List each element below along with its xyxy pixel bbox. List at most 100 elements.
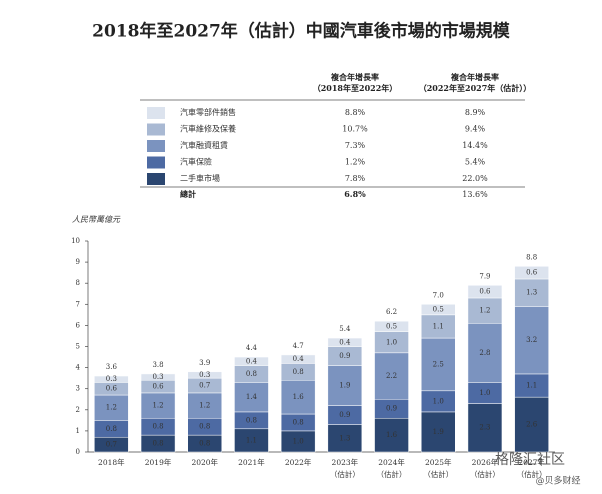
bar-segment xyxy=(94,375,129,383)
value-label: 0.8 xyxy=(152,423,163,431)
value-label: 1.0 xyxy=(386,338,397,346)
cagr-value: 8.8% xyxy=(345,108,366,117)
value-label: 1.3 xyxy=(526,289,537,297)
y-tick-label: 9 xyxy=(76,258,80,266)
x-tick-label: 2025年（估計） xyxy=(423,457,453,479)
bar-segment xyxy=(374,320,409,332)
legend-swatch xyxy=(147,156,165,169)
value-label: 0.6 xyxy=(526,269,538,277)
value-label: 1.6 xyxy=(386,431,398,439)
cagr-value: 22.0% xyxy=(462,174,488,183)
table-header: （2022年至2027年（估計）） xyxy=(419,83,532,93)
x-tick-label: 2024年（估計） xyxy=(377,457,407,479)
legend-label: 汽車保險 xyxy=(180,157,212,167)
cagr-value: 14.4% xyxy=(462,141,488,150)
x-tick-label: 2026年（估計） xyxy=(470,457,500,479)
cagr-value: 9.4% xyxy=(465,125,486,134)
value-label: 0.6 xyxy=(479,288,491,296)
total-label: 4.7 xyxy=(293,342,304,350)
cagr-value: 5.4% xyxy=(465,158,486,167)
value-label: 1.1 xyxy=(433,322,444,330)
value-label: 0.9 xyxy=(339,411,350,419)
bar-segment xyxy=(327,365,363,406)
x-tick-label: 2021年 xyxy=(238,457,265,467)
value-label: 1.4 xyxy=(246,393,258,401)
bar-segment xyxy=(327,424,363,453)
bar-segment xyxy=(234,356,269,366)
bar-segment xyxy=(140,373,176,381)
value-label: 2.8 xyxy=(479,349,490,357)
bar-segment xyxy=(514,266,549,280)
value-label: 0.7 xyxy=(199,382,210,390)
bar-segment xyxy=(467,297,503,324)
cagr-value: 7.3% xyxy=(345,141,366,150)
total-label: 7.0 xyxy=(433,291,444,299)
x-tick-label: 2027年（估計） xyxy=(517,457,547,479)
y-tick-label: 4 xyxy=(76,364,81,372)
total-label: 6.2 xyxy=(386,308,397,316)
value-label: 0.8 xyxy=(199,423,210,431)
legend-swatch xyxy=(147,107,165,119)
value-label: 0.6 xyxy=(106,385,118,393)
value-label: 0.8 xyxy=(152,440,163,448)
cagr-value: 13.6% xyxy=(462,190,488,199)
y-tick-label: 10 xyxy=(71,237,80,245)
value-label: 0.5 xyxy=(433,306,444,314)
value-label: 1.1 xyxy=(526,382,537,390)
total-label: 7.9 xyxy=(479,272,490,280)
bar-segment xyxy=(187,392,222,419)
value-label: 0.9 xyxy=(386,405,397,413)
bar-segment xyxy=(421,304,456,316)
bar-segment xyxy=(280,380,316,415)
cagr-value: 6.8% xyxy=(344,189,366,199)
value-label: 1.0 xyxy=(479,389,490,397)
y-tick-label: 1 xyxy=(76,427,80,435)
x-tick-label: 2019年 xyxy=(145,457,172,467)
table-header: （2018年至2022年） xyxy=(313,83,398,93)
value-label: 2.2 xyxy=(386,372,397,380)
bar-segment xyxy=(514,306,549,375)
cagr-value: 1.2% xyxy=(345,158,366,167)
chart-title: 2018年至2027年（估計）中國汽車後市場的市場規模 xyxy=(92,21,511,42)
total-label: 8.8 xyxy=(526,253,537,261)
bar-segment xyxy=(421,411,456,453)
cagr-value: 10.7% xyxy=(342,125,368,134)
x-tick-label: 2022年 xyxy=(285,457,312,467)
y-tick-label: 6 xyxy=(76,321,81,329)
value-label: 2.5 xyxy=(433,360,444,368)
value-label: 0.8 xyxy=(106,425,117,433)
value-label: 1.2 xyxy=(479,307,490,315)
bar-segment xyxy=(327,337,363,347)
bar-segment xyxy=(467,285,503,299)
value-label: 2.3 xyxy=(479,424,490,432)
value-label: 2.6 xyxy=(526,421,538,429)
bar-segment xyxy=(374,417,409,453)
total-label: 3.9 xyxy=(199,359,210,367)
legend-swatch xyxy=(147,173,165,185)
value-label: 1.2 xyxy=(152,402,163,410)
value-label: 3.2 xyxy=(526,336,537,344)
total-label: 5.4 xyxy=(339,325,351,333)
value-label: 1.0 xyxy=(433,397,444,405)
value-label: 1.3 xyxy=(339,434,350,442)
watermark: @贝多财经 xyxy=(535,475,580,487)
total-label: 3.8 xyxy=(152,361,163,369)
value-label: 1.9 xyxy=(433,428,444,436)
value-label: 0.7 xyxy=(106,441,117,449)
bar-segment xyxy=(94,394,129,421)
bar-segment xyxy=(467,403,503,453)
value-label: 0.3 xyxy=(152,373,163,381)
legend-swatch xyxy=(147,123,165,136)
value-label: 0.8 xyxy=(246,416,257,424)
bar-segment xyxy=(374,352,409,400)
table-header: 複合年增長率 xyxy=(330,72,379,82)
legend-label: 二手車市場 xyxy=(180,173,220,183)
bar-segment xyxy=(187,371,222,379)
cagr-value: 7.8% xyxy=(345,174,366,183)
bar-segment xyxy=(467,323,503,383)
total-label: 4.4 xyxy=(246,344,258,352)
legend-label: 汽車零部件銷售 xyxy=(180,107,236,117)
x-tick-label: 2020年 xyxy=(191,457,218,467)
value-label: 0.8 xyxy=(293,418,304,426)
value-label: 1.0 xyxy=(293,437,304,445)
